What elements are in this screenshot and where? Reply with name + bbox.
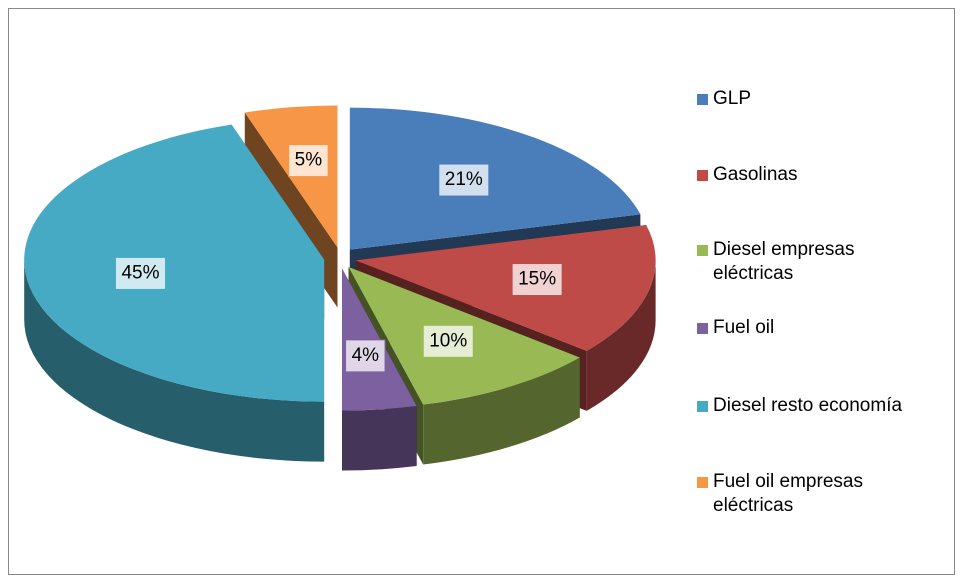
slice-side [423, 357, 580, 465]
legend-label: GLP [713, 88, 752, 109]
legend-item: Diesel empresas eléctricas [697, 238, 937, 286]
slice [349, 107, 641, 250]
slice [24, 124, 325, 402]
legend-label: Fuel oil empresas eléctricas [713, 471, 863, 516]
legend-swatch [697, 170, 708, 181]
legend-swatch [697, 477, 708, 488]
data-label-box [114, 256, 167, 290]
legend-swatch [697, 323, 708, 334]
legend-label: Gasolinas [713, 164, 798, 185]
legend-item: GLP [697, 87, 937, 111]
data-label: 21% [445, 169, 483, 190]
legend-label: Fuel oil [713, 317, 775, 338]
legend-label: Diesel empresas eléctricas [713, 239, 855, 284]
data-label-box [422, 324, 474, 358]
data-label: 15% [518, 269, 556, 290]
data-label-box [438, 163, 490, 197]
data-label-box [345, 339, 386, 373]
slice-side [24, 259, 325, 462]
data-label: 4% [352, 345, 380, 366]
data-label-box [511, 263, 563, 297]
legend-item: Fuel oil [697, 316, 937, 340]
legend-swatch [697, 245, 708, 256]
legend-item: Gasolinas [697, 163, 937, 187]
legend-swatch [697, 401, 708, 412]
data-label: 45% [121, 262, 159, 283]
data-label-box [288, 144, 329, 178]
slice-side [342, 406, 417, 471]
slice [355, 224, 656, 351]
data-label: 10% [429, 330, 467, 351]
legend-item: Fuel oil empresas eléctricas [697, 470, 937, 518]
legend-item: Diesel resto economía [697, 394, 937, 418]
legend-label: Diesel resto economía [713, 395, 903, 416]
data-label: 5% [295, 150, 323, 171]
legend-swatch [697, 94, 708, 105]
slice-side [586, 260, 656, 411]
